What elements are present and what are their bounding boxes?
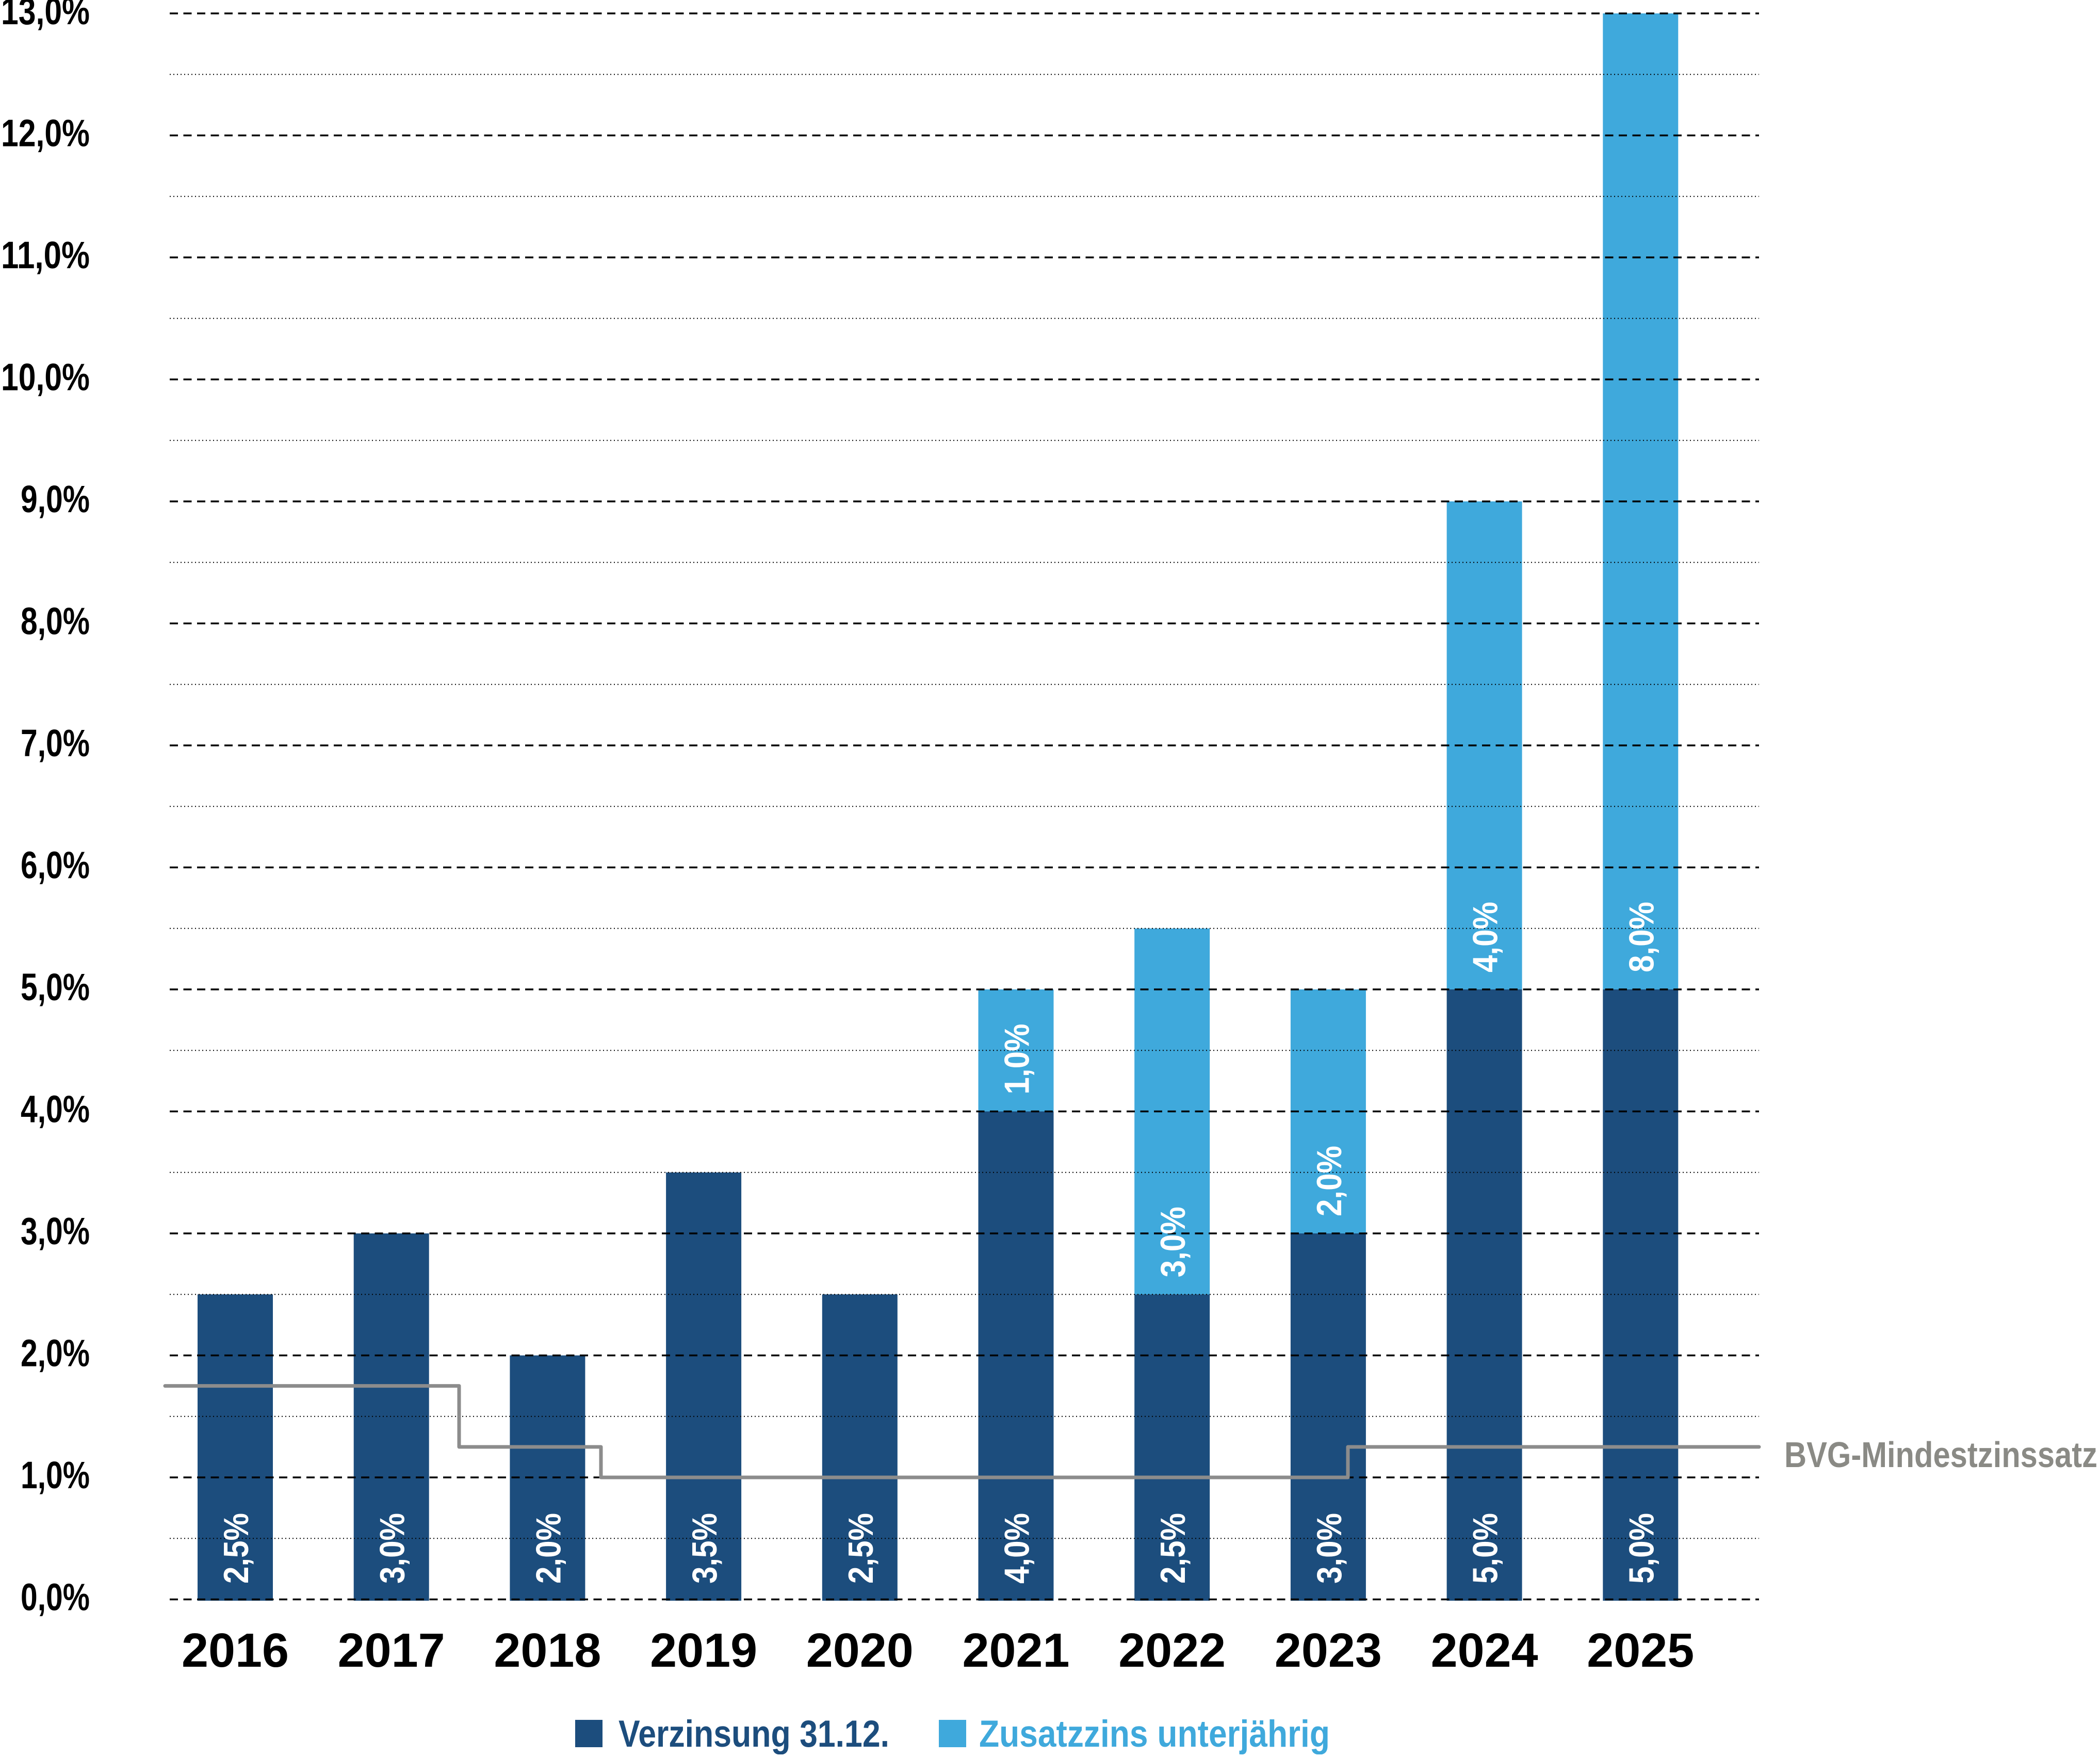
svg-text:2019: 2019	[650, 1623, 757, 1677]
svg-text:2018: 2018	[494, 1623, 601, 1677]
svg-text:1,0%: 1,0%	[21, 1454, 90, 1496]
svg-text:8,0%: 8,0%	[1622, 902, 1661, 972]
svg-text:4,0%: 4,0%	[1466, 902, 1505, 972]
svg-text:2,5%: 2,5%	[217, 1513, 256, 1584]
svg-text:6,0%: 6,0%	[21, 844, 90, 887]
svg-text:2016: 2016	[182, 1623, 289, 1677]
svg-text:11,0%: 11,0%	[1, 234, 90, 276]
svg-text:2020: 2020	[806, 1623, 914, 1677]
svg-text:4,0%: 4,0%	[998, 1513, 1037, 1584]
svg-text:8,0%: 8,0%	[21, 600, 90, 643]
svg-text:BVG-Mindestzinssatz: BVG-Mindestzinssatz	[1784, 1435, 2097, 1475]
svg-text:2,0%: 2,0%	[21, 1332, 90, 1375]
svg-text:2,0%: 2,0%	[1310, 1146, 1349, 1216]
svg-text:2025: 2025	[1587, 1623, 1694, 1677]
svg-text:13,0%: 13,0%	[1, 0, 90, 32]
svg-text:3,0%: 3,0%	[21, 1210, 90, 1252]
svg-text:5,0%: 5,0%	[1466, 1513, 1505, 1584]
svg-text:10,0%: 10,0%	[1, 356, 90, 399]
svg-text:2021: 2021	[963, 1623, 1070, 1677]
svg-text:1,0%: 1,0%	[998, 1024, 1037, 1095]
svg-text:Verzinsung 31.12.: Verzinsung 31.12.	[618, 1713, 889, 1754]
svg-text:3,0%: 3,0%	[1310, 1513, 1349, 1584]
svg-text:9,0%: 9,0%	[21, 478, 90, 520]
svg-text:2023: 2023	[1275, 1623, 1382, 1677]
svg-text:12,0%: 12,0%	[1, 112, 90, 155]
svg-text:2017: 2017	[338, 1623, 445, 1677]
svg-text:5,0%: 5,0%	[21, 966, 90, 1008]
svg-text:2022: 2022	[1118, 1623, 1226, 1677]
svg-text:2,0%: 2,0%	[529, 1513, 568, 1584]
svg-text:2024: 2024	[1431, 1623, 1538, 1677]
svg-text:3,0%: 3,0%	[373, 1513, 412, 1584]
svg-text:3,5%: 3,5%	[685, 1513, 724, 1584]
svg-text:0,0%: 0,0%	[21, 1576, 90, 1619]
svg-text:4,0%: 4,0%	[21, 1088, 90, 1131]
svg-text:7,0%: 7,0%	[21, 722, 90, 764]
svg-text:2,5%: 2,5%	[841, 1513, 881, 1584]
svg-text:3,0%: 3,0%	[1153, 1207, 1193, 1277]
svg-text:5,0%: 5,0%	[1622, 1513, 1661, 1584]
svg-text:2,5%: 2,5%	[1153, 1513, 1193, 1584]
svg-text:Zusatzzins unterjährig: Zusatzzins unterjährig	[979, 1713, 1330, 1754]
